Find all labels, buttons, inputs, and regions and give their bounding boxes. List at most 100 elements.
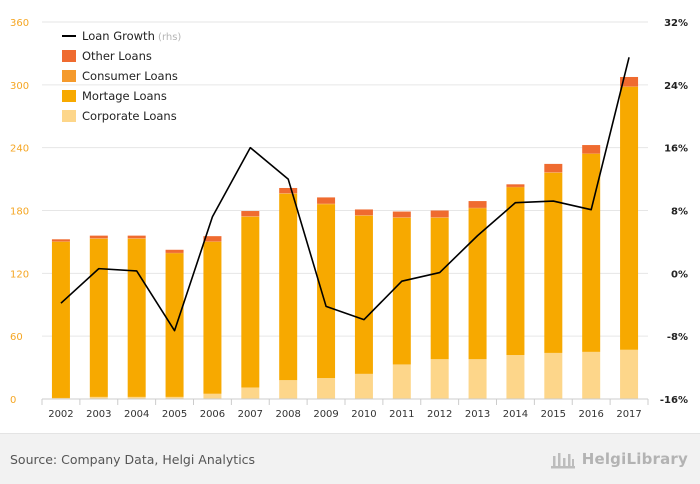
bar-segment	[506, 184, 525, 187]
bar-segment	[544, 352, 563, 399]
bar-segment	[241, 216, 260, 217]
bar-segment	[392, 217, 411, 365]
legend-box-swatch	[62, 110, 76, 122]
legend-box-swatch	[62, 70, 76, 82]
bar-segment	[127, 238, 146, 397]
helgi-logo: HelgiLibrary	[550, 447, 688, 471]
legend-box-swatch	[62, 50, 76, 62]
stacked-bars	[51, 76, 639, 399]
bar-segment	[203, 241, 222, 242]
bar-segment	[165, 252, 184, 254]
bar-segment	[203, 241, 222, 394]
x-tick-label: 2014	[503, 409, 528, 420]
bar-segment	[89, 238, 108, 397]
bar-segment	[582, 145, 601, 154]
x-tick-label: 2016	[578, 409, 603, 420]
bar-segment	[354, 209, 373, 216]
bar-segment	[279, 193, 298, 194]
bar-segment	[506, 186, 525, 188]
x-tick-label: 2008	[275, 409, 300, 420]
x-tick-label: 2006	[200, 409, 225, 420]
loan-growth-line	[60, 57, 630, 332]
bar-segment	[430, 359, 449, 399]
bar-segment	[582, 153, 601, 154]
bar-segment	[430, 217, 449, 218]
y-right-tick-label: -8%	[667, 332, 688, 343]
bar-segment	[241, 387, 260, 399]
bar-segment	[317, 197, 336, 204]
bar-segment	[392, 211, 411, 218]
bar-segment	[89, 396, 108, 399]
bar-segment	[392, 217, 411, 218]
y-right-tick-label: -16%	[660, 395, 688, 406]
x-tick-label: 2012	[427, 409, 452, 420]
y-left-tick-label: 180	[10, 207, 29, 218]
legend-label: Other Loans	[82, 49, 152, 63]
y-right-tick-label: 0%	[671, 269, 688, 280]
x-tick-label: 2007	[238, 409, 263, 420]
bar-segment	[582, 351, 601, 399]
bar-segment	[392, 364, 411, 399]
bar-segment	[582, 153, 601, 352]
bar-segment	[620, 86, 639, 87]
source-text: Source: Company Data, Helgi Analytics	[10, 452, 256, 467]
x-tick-label: 2002	[48, 409, 73, 420]
bar-segment	[203, 393, 222, 399]
library-building-icon	[550, 453, 575, 469]
bar-segment	[506, 187, 525, 356]
bar-segment	[241, 211, 260, 217]
bar-segment	[279, 380, 298, 399]
y-right-tick-label: 32%	[664, 18, 688, 29]
bar-segment	[468, 207, 487, 209]
bar-segment	[317, 378, 336, 399]
bar-segment	[620, 76, 639, 87]
y-right-tick-label: 8%	[671, 207, 688, 218]
x-tick-label: 2003	[86, 409, 111, 420]
bar-segment	[89, 238, 108, 239]
bar-segment	[506, 355, 525, 399]
axes: 0 60 120 180 240 300 360 -16% -8% 0% 8% 16% 24% 32% 20…	[10, 18, 688, 420]
bar-segment	[127, 396, 146, 399]
bar-segment	[51, 241, 70, 398]
bar-segment	[165, 396, 184, 399]
bar-segment	[279, 187, 298, 194]
bar-segment	[544, 172, 563, 173]
y-left-tick-label: 240	[10, 144, 29, 155]
x-tick-label: 2011	[389, 409, 414, 420]
bar-segment	[468, 359, 487, 399]
bar-segment	[127, 238, 146, 239]
legend-label: Loan Growth (rhs)	[82, 29, 181, 43]
bar-segment	[165, 249, 184, 253]
y-right-tick-label: 16%	[664, 144, 688, 155]
bar-segment	[203, 236, 222, 242]
bar-segment	[430, 217, 449, 360]
legend: Loan Growth (rhs) Other Loans Consumer Loa…	[62, 29, 181, 123]
y-left-tick-label: 0	[10, 395, 16, 406]
bar-segment	[51, 241, 70, 242]
x-tick-label: 2015	[541, 409, 566, 420]
bar-segment	[317, 203, 336, 205]
bar-segment	[317, 204, 336, 379]
bar-segment	[620, 349, 639, 399]
bar-segment	[51, 239, 70, 242]
bar-segment	[620, 86, 639, 350]
bar-segment	[279, 193, 298, 381]
logo-text: HelgiLibrary	[581, 450, 688, 468]
x-tick-label: 2017	[616, 409, 641, 420]
legend-label: Mortage Loans	[82, 89, 167, 103]
y-left-tick-label: 120	[10, 269, 29, 280]
legend-label: Corporate Loans	[82, 109, 177, 123]
bar-segment	[127, 235, 146, 239]
bar-segment	[354, 215, 373, 374]
bar-segment	[468, 208, 487, 360]
bar-segment	[165, 253, 184, 397]
x-tick-label: 2005	[162, 409, 187, 420]
bar-segment	[354, 373, 373, 399]
bar-segment	[241, 216, 260, 388]
y-left-tick-label: 360	[10, 18, 29, 29]
legend-label: Consumer Loans	[82, 69, 178, 83]
bar-segment	[354, 215, 373, 216]
bar-segment	[51, 397, 70, 399]
x-tick-label: 2013	[465, 409, 490, 420]
footer: Source: Company Data, Helgi Analytics He…	[0, 433, 700, 484]
